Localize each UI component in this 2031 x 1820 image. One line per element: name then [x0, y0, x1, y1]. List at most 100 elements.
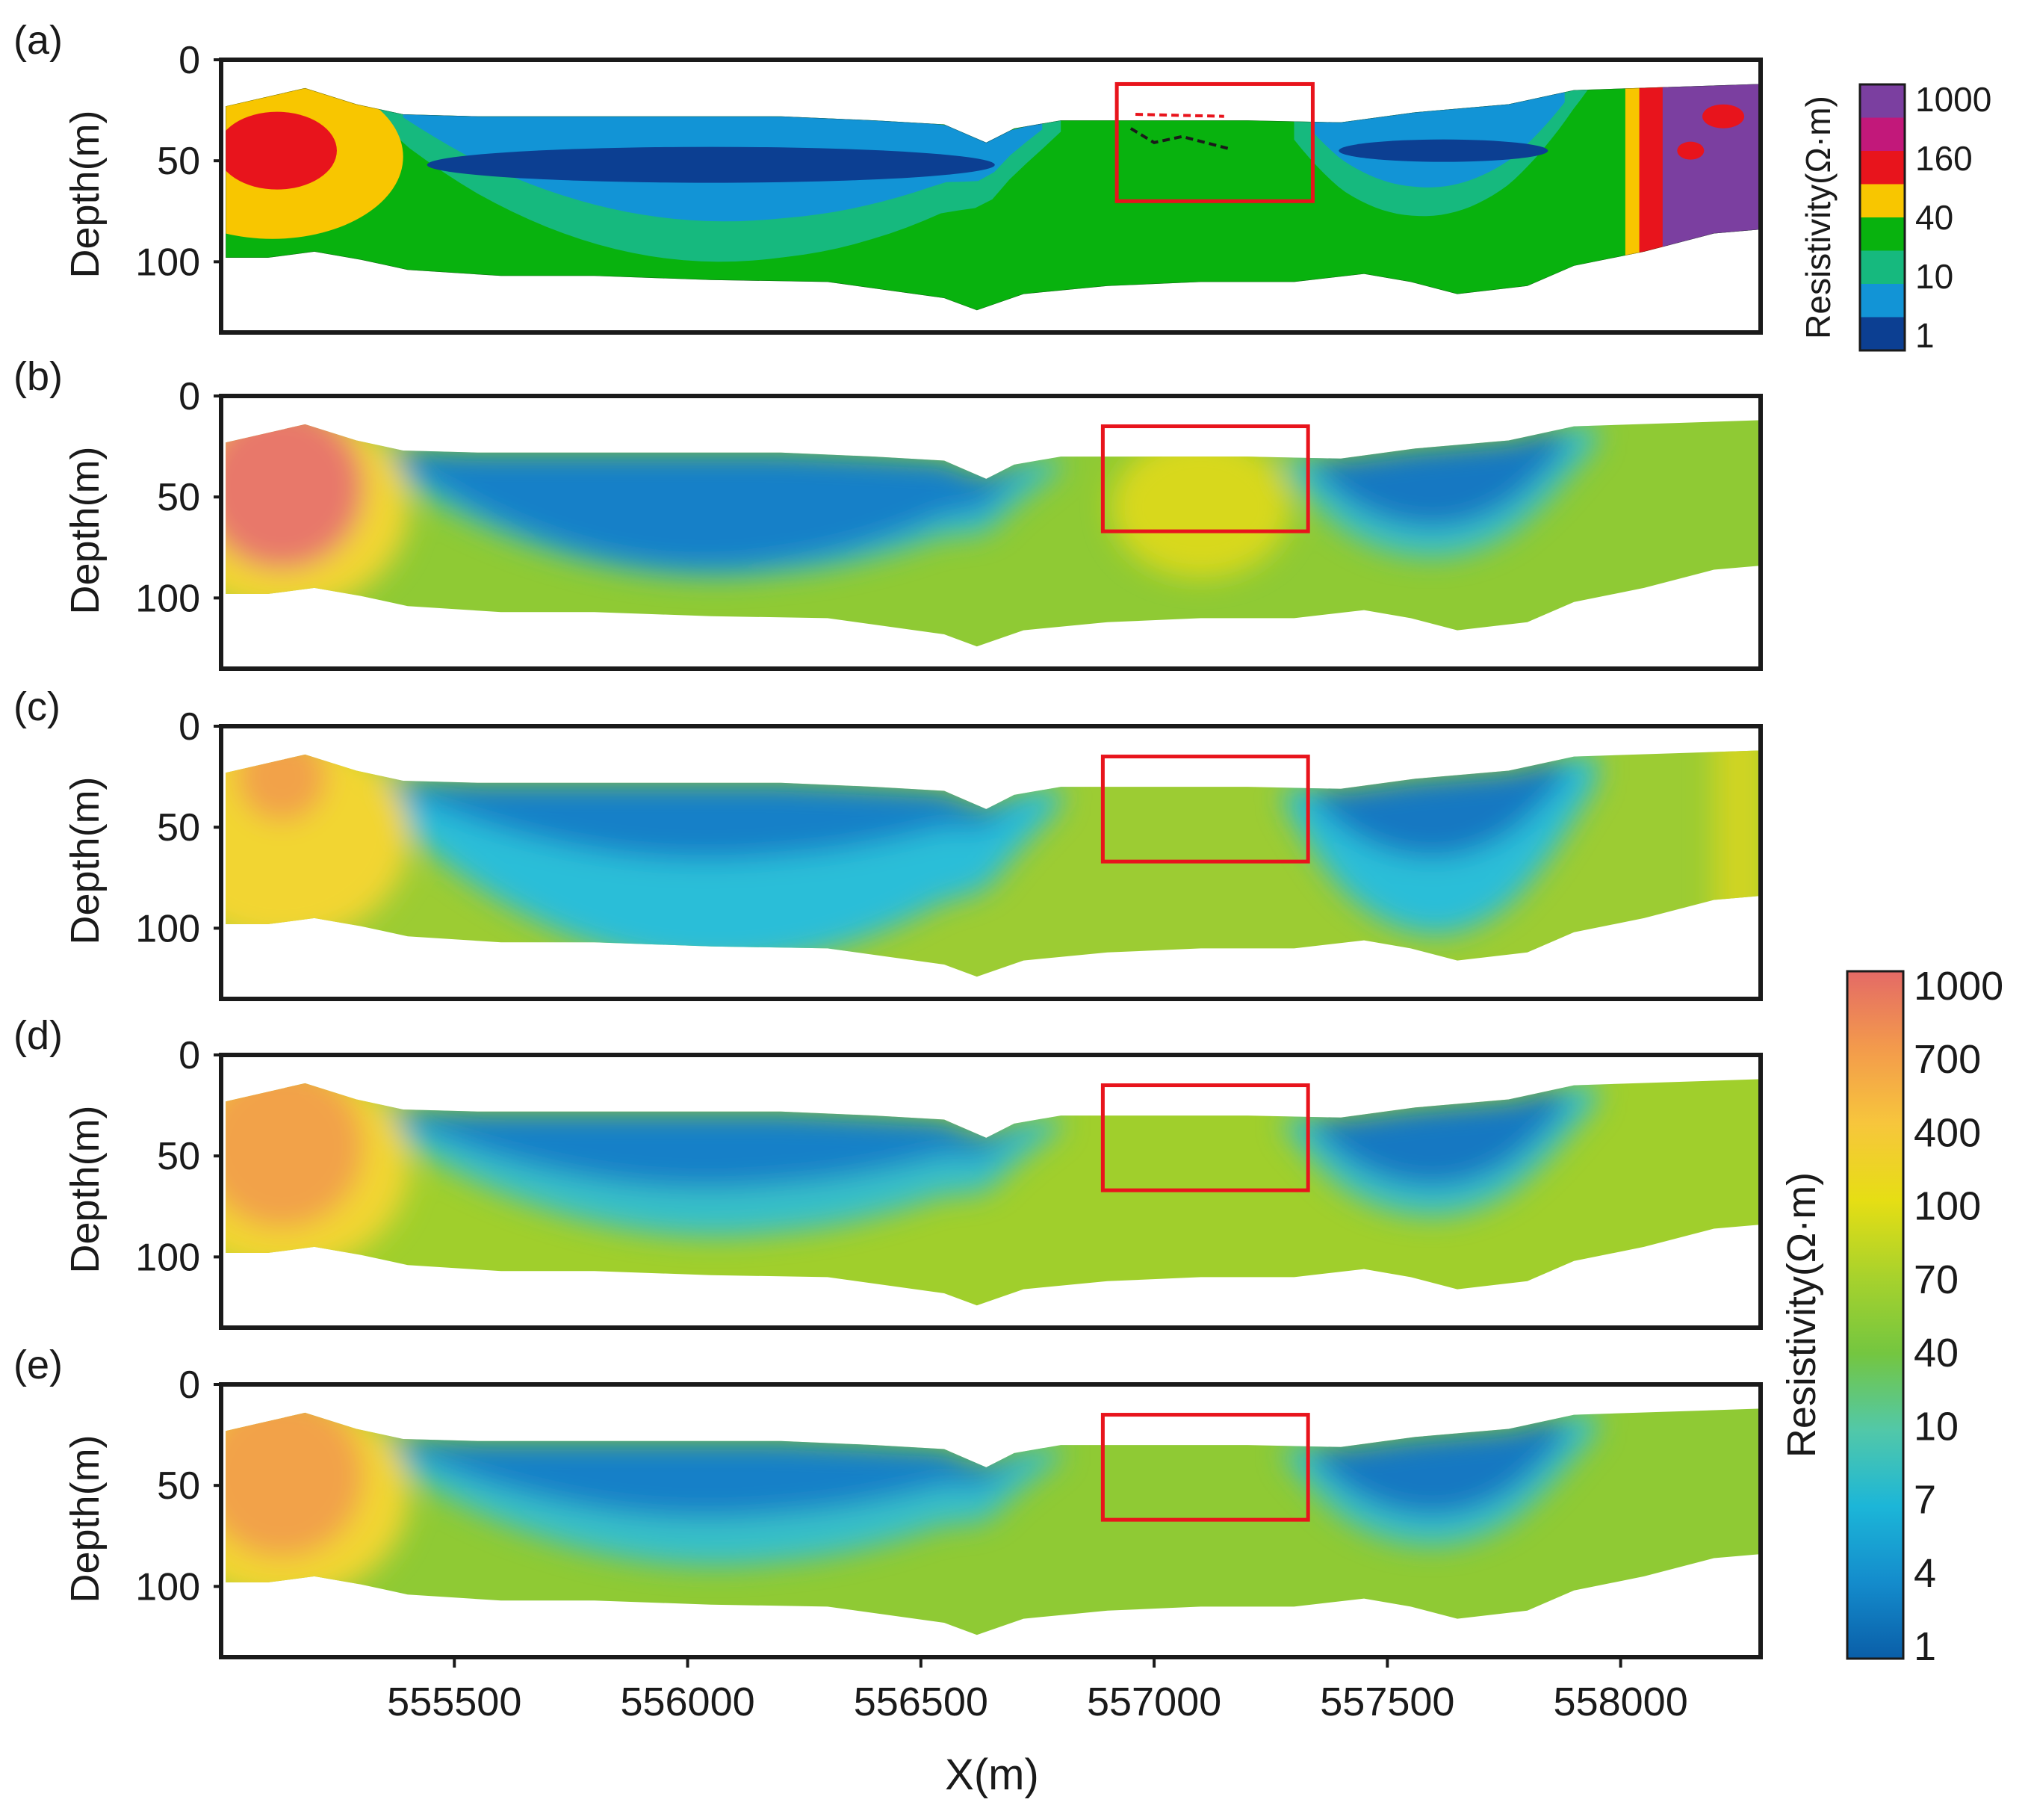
colorbar-a-tick-label: 1000 — [1915, 80, 1991, 119]
x-tick-label: 556500 — [854, 1680, 988, 1724]
colorbar-a-swatch — [1860, 117, 1905, 152]
y-axis-label: Depth(m) — [63, 776, 108, 944]
smooth-zones — [226, 1079, 1598, 1271]
colorbar-a-swatch — [1860, 250, 1905, 285]
y-tick-label: 100 — [135, 241, 200, 284]
colorbar-a-tick-label: 1 — [1915, 316, 1935, 355]
colorbar-a-swatch — [1860, 317, 1905, 351]
zone-warm-left — [226, 1408, 365, 1558]
colorbar-b-tick-label: 100 — [1914, 1184, 1981, 1229]
section-fill — [226, 1408, 1761, 1635]
colorbar-b-tick-label: 1000 — [1914, 964, 2003, 1009]
colorbar-a-swatch — [1860, 151, 1905, 185]
y-tick-label: 0 — [179, 1364, 200, 1407]
colorbar-b-tick-label: 10 — [1914, 1404, 1959, 1449]
section-fill — [226, 420, 1761, 647]
zone-red-dot — [1702, 104, 1745, 129]
section-fill — [226, 750, 1761, 977]
panel-b: 0 50 100 Depth(m) (b) — [13, 354, 1763, 671]
colorbar-b-tick-label: 400 — [1914, 1110, 1981, 1155]
y-axis-label: Depth(m) — [63, 1105, 108, 1273]
panel-a: 0 50 100 Depth(m) (a) — [13, 18, 1763, 335]
zone-red — [226, 111, 337, 190]
zone-red-dot — [1677, 141, 1705, 160]
zone-blue-left — [398, 1108, 1043, 1189]
smooth-zones — [226, 420, 1598, 612]
section-fill — [226, 84, 1761, 311]
y-axis-label: Depth(m) — [63, 446, 108, 614]
panel-frame — [219, 1382, 1763, 1659]
colorbar-a-swatch — [1860, 84, 1905, 119]
section-fill — [226, 1079, 1761, 1306]
y-tick-label: 0 — [179, 39, 200, 82]
red-dashed-line — [1135, 113, 1224, 118]
panel-frame — [219, 58, 1763, 335]
colorbar-a-tick-label: 160 — [1915, 139, 1973, 178]
colorbar-b-title: Resistivity(Ω·m) — [1779, 1172, 1824, 1458]
smooth-zones — [226, 750, 1761, 977]
colorbar-a-swatch — [1860, 284, 1905, 318]
zone-warm-left — [237, 750, 327, 822]
x-axis-label: X(m) — [945, 1751, 1039, 1799]
y-tick-label: 50 — [157, 1464, 200, 1508]
panel-label: (b) — [13, 354, 63, 399]
panel-frame — [219, 1053, 1763, 1330]
x-tick-label: 557500 — [1320, 1680, 1454, 1724]
colorbar-b-tick-label: 1 — [1914, 1624, 1936, 1669]
zone-yellow-left — [226, 750, 409, 942]
y-tick-label: 50 — [157, 1135, 200, 1178]
colorbar-a-tick-label: 10 — [1915, 257, 1953, 296]
y-tick-label: 50 — [157, 140, 200, 183]
y-tick-label: 50 — [157, 806, 200, 849]
colorbar-a-frame — [1858, 83, 1906, 352]
x-axis: X(m) 555500 556000 556500 557000 557500 55800… — [387, 1657, 1688, 1799]
x-tick-label: 557000 — [1087, 1680, 1221, 1724]
y-axis-label: Depth(m) — [63, 110, 108, 278]
colorbar-b-tick-label: 4 — [1914, 1551, 1936, 1596]
highlight-box — [1100, 1413, 1310, 1522]
y-tick-label: 100 — [135, 1565, 200, 1609]
zone-warm-left — [226, 1079, 365, 1228]
panel-frame — [219, 394, 1763, 671]
y-tick-label: 0 — [179, 375, 200, 418]
panels: 0 50 100 Depth(m) (a) 0 50 100 Depth(m) (b) 0 50 100… — [13, 18, 1763, 1659]
colorbar-b-bar — [1846, 970, 1905, 1660]
y-tick-label: 50 — [157, 476, 200, 519]
zone-blue-left — [398, 1437, 1043, 1518]
panel-label: (d) — [13, 1013, 63, 1058]
panel-c: 0 50 100 Depth(m) (c) — [13, 684, 1763, 1001]
colorbar-a-title: Resistivity(Ω·m) — [1799, 96, 1838, 339]
black-dashed-line — [1129, 127, 1230, 150]
zone-warm-left — [226, 420, 365, 569]
zone-blue-left — [398, 449, 1043, 570]
x-tick-label: 558000 — [1554, 1680, 1688, 1724]
colorbar-a: 1000 160 40 10 1 Resistivity(Ω·m) — [1799, 80, 1991, 355]
zone-blue-right — [1312, 1417, 1565, 1516]
panel-label: (c) — [13, 684, 61, 729]
panel-frame — [219, 724, 1763, 1001]
x-tick-label: 556000 — [620, 1680, 754, 1724]
colorbar-a-tick-label: 40 — [1915, 198, 1953, 237]
panel-e: 0 50 100 Depth(m) (e) — [13, 1343, 1763, 1659]
colorbar-a-swatch — [1860, 184, 1905, 218]
y-tick-label: 0 — [179, 705, 200, 749]
smooth-zones — [226, 1408, 1598, 1600]
colorbar-b-tick-label: 7 — [1914, 1478, 1936, 1523]
panel-d: 0 50 100 Depth(m) (d) — [13, 1013, 1763, 1330]
colorbar-b: 1000 700 400 100 70 40 10 7 4 1 Resistivity(Ω·m) — [1779, 964, 2003, 1669]
zone-blue-right — [1312, 1087, 1565, 1186]
panel-label: (a) — [13, 18, 63, 63]
y-tick-label: 100 — [135, 1236, 200, 1279]
colorbar-b-tick-label: 70 — [1914, 1257, 1959, 1302]
highlight-box — [1100, 755, 1310, 864]
zone-blue-right — [1312, 428, 1565, 527]
panel-label: (e) — [13, 1343, 63, 1387]
colorbar-b-tick-label: 40 — [1914, 1331, 1959, 1375]
zone-blue-left — [398, 779, 1043, 860]
zone-darkblue-left — [427, 146, 995, 183]
colorbar-a-swatch — [1860, 217, 1905, 252]
zone-yellow-center — [1111, 436, 1291, 578]
y-tick-label: 100 — [135, 577, 200, 620]
y-tick-label: 0 — [179, 1034, 200, 1077]
